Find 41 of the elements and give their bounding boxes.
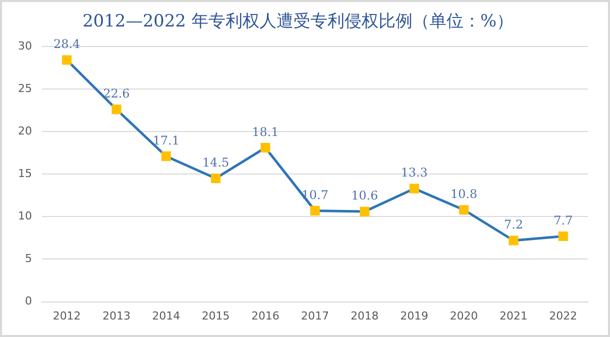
x-tick-label: 2019 bbox=[400, 309, 428, 322]
data-label: 28.4 bbox=[53, 37, 81, 52]
y-tick-label: 5 bbox=[24, 252, 32, 266]
point bbox=[161, 151, 171, 162]
x-tick-label: 2021 bbox=[500, 309, 528, 322]
point bbox=[409, 184, 420, 194]
point bbox=[459, 205, 469, 215]
y-tick-label: 25 bbox=[18, 82, 32, 95]
data-label: 18.1 bbox=[252, 124, 279, 139]
data-label: 14.5 bbox=[202, 155, 230, 170]
chart-title: 2012—2022 年专利权人遭受专利侵权比例（单位：%） bbox=[82, 12, 514, 32]
point bbox=[260, 142, 270, 152]
x-tick-label: 2015 bbox=[202, 309, 230, 322]
data-label: 10.8 bbox=[450, 186, 478, 201]
x-tick-label: 2017 bbox=[301, 309, 329, 322]
data-label: 10.6 bbox=[351, 188, 378, 203]
x-tick-label: 2013 bbox=[102, 309, 130, 322]
x-tick-label: 2014 bbox=[152, 309, 180, 322]
point bbox=[112, 104, 122, 114]
point bbox=[210, 174, 221, 184]
data-label: 13.3 bbox=[400, 166, 428, 180]
point bbox=[360, 206, 370, 216]
data-label: 7.7 bbox=[554, 213, 573, 228]
x-tick-label: 2016 bbox=[251, 309, 280, 322]
y-tick-label: 20 bbox=[18, 124, 32, 138]
y-tick-label: 0 bbox=[24, 294, 32, 308]
y-tick-label: 15 bbox=[18, 166, 32, 180]
point bbox=[62, 55, 72, 65]
x-tick-label: 2012 bbox=[52, 309, 81, 322]
data-label: 10.7 bbox=[302, 188, 328, 202]
data-label: 17.1 bbox=[152, 133, 180, 148]
x-tick-label: 2018 bbox=[350, 309, 379, 322]
point bbox=[310, 206, 320, 216]
y-tick-label: 30 bbox=[18, 39, 32, 52]
point bbox=[558, 231, 568, 242]
x-tick-label: 2020 bbox=[450, 309, 478, 322]
data-label: 7.2 bbox=[504, 218, 524, 232]
point bbox=[508, 236, 518, 246]
x-tick-label: 2022 bbox=[549, 309, 578, 322]
data-label: 22.6 bbox=[103, 86, 130, 101]
y-tick-label: 10 bbox=[18, 210, 32, 223]
